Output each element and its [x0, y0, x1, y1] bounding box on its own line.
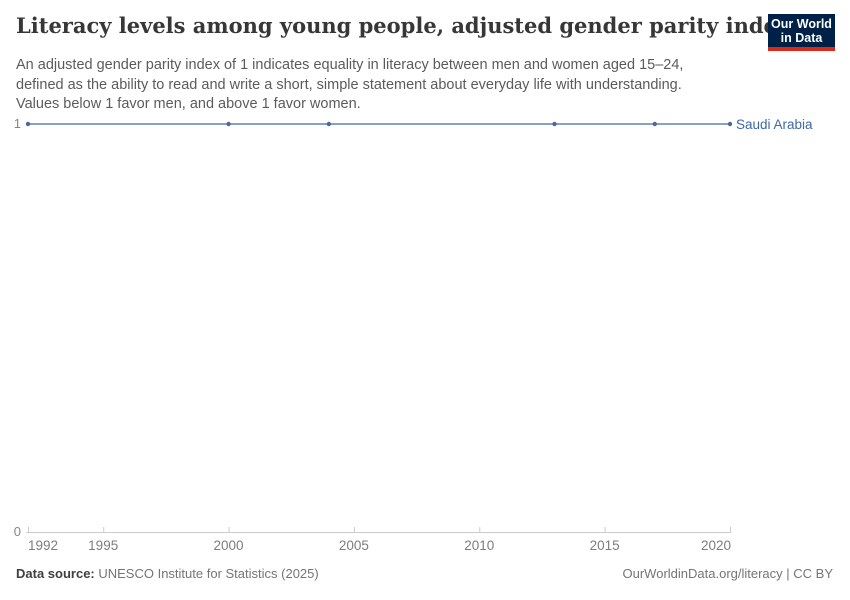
data-point[interactable] [326, 121, 332, 127]
data-source-label: Data source: [16, 566, 95, 581]
data-source-value: UNESCO Institute for Statistics (2025) [94, 566, 319, 581]
data-point[interactable] [226, 121, 231, 127]
owid-logo-text-line1: Our World [771, 16, 832, 31]
owid-logo[interactable]: Our World in Data [768, 14, 835, 51]
x-axis-tick-label: 2010 [464, 538, 495, 553]
data-point[interactable] [25, 121, 31, 127]
data-point[interactable] [727, 121, 733, 127]
x-axis-tick-label: 2020 [700, 538, 731, 553]
data-source: Data source: UNESCO Institute for Statis… [16, 565, 319, 582]
x-axis-tick-label: 2000 [213, 538, 244, 553]
y-axis-tick-label: 1 [13, 116, 21, 131]
x-axis-tick-label: 2005 [338, 538, 369, 553]
x-axis-tick-label: 1992 [28, 538, 59, 553]
chart-subtitle: An adjusted gender parity index of 1 ind… [16, 56, 683, 115]
footer-link[interactable]: OurWorldinData.org/literacy | CC BY [622, 566, 833, 581]
subtitle-line: An adjusted gender parity index of 1 ind… [16, 57, 684, 73]
x-axis-tick-label: 1995 [88, 538, 119, 553]
data-point[interactable] [552, 121, 557, 127]
data-point[interactable] [652, 121, 657, 127]
owid-logo-text-line2: in Data [780, 30, 823, 45]
series-label-saudi-arabia[interactable]: Saudi Arabia [736, 117, 813, 132]
subtitle-line: Values below 1 favor men, and above 1 fa… [16, 96, 361, 112]
chart-title: Literacy levels among young people, adju… [16, 13, 790, 38]
y-axis-tick-label: 0 [13, 524, 21, 539]
subtitle-line: defined as the ability to read and write… [16, 76, 682, 93]
x-axis-tick-label: 2015 [589, 538, 620, 553]
